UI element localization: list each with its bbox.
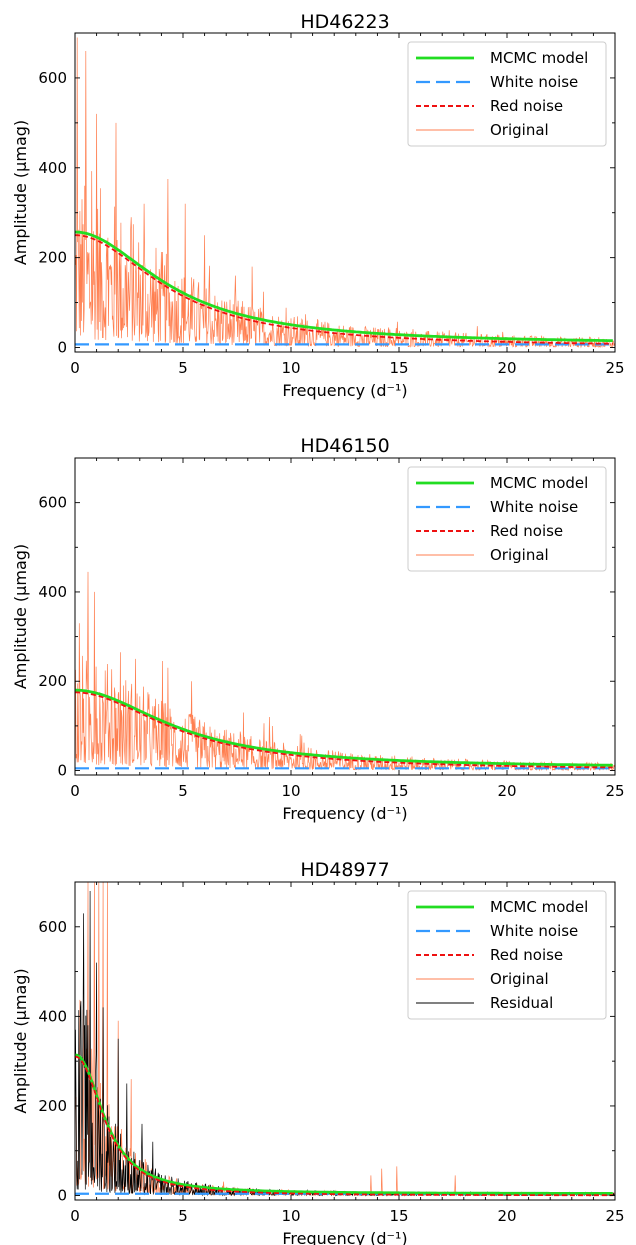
x-tick-label: 15 xyxy=(389,359,408,377)
x-tick-label: 15 xyxy=(389,1207,408,1225)
y-tick-label: 400 xyxy=(38,1007,67,1025)
x-tick-label: 0 xyxy=(70,782,80,800)
legend-label-residual: Residual xyxy=(490,994,553,1012)
x-tick-label: 20 xyxy=(497,1207,516,1225)
y-tick-label: 0 xyxy=(57,1187,67,1205)
chart-panel-3: HD48977 0 5 10 15 20 25 0 200 400 600 Frequency (d⁻… xyxy=(11,859,625,1245)
series-mcmc-model-line xyxy=(75,1053,613,1195)
y-tick-label: 400 xyxy=(38,583,67,601)
legend: MCMC model White noise Red noise Original Re… xyxy=(407,890,607,1020)
legend-label-white: White noise xyxy=(490,922,578,940)
x-tick-label: 10 xyxy=(281,782,300,800)
series-red-noise-line xyxy=(75,1055,613,1197)
legend-label-mcmc: MCMC model xyxy=(490,49,588,67)
legend-label-white: White noise xyxy=(490,73,578,91)
x-tick-label: 25 xyxy=(605,782,624,800)
x-tick-label: 25 xyxy=(605,359,624,377)
x-tick-label: 0 xyxy=(70,1207,80,1225)
x-tick-label: 25 xyxy=(605,1207,624,1225)
x-tick-label: 10 xyxy=(281,359,300,377)
plot-frame xyxy=(74,881,616,1201)
legend-box xyxy=(407,466,607,572)
x-tick-label: 10 xyxy=(281,1207,300,1225)
legend-label-white: White noise xyxy=(490,498,578,516)
legend-label-original: Original xyxy=(490,121,549,139)
y-axis-label: Amplitude (μmag) xyxy=(11,120,30,265)
x-axis-label: Frequency (d⁻¹) xyxy=(282,381,407,400)
legend-box xyxy=(407,41,607,147)
series-mcmc-model-line xyxy=(75,688,613,767)
x-axis-label: Frequency (d⁻¹) xyxy=(282,1229,407,1245)
x-tick-label: 20 xyxy=(497,359,516,377)
x-tick-label: 0 xyxy=(70,359,80,377)
y-tick-label: 200 xyxy=(38,1097,67,1115)
chart-title: HD48977 xyxy=(300,859,389,881)
y-tick-label: 0 xyxy=(57,762,67,780)
chart-title: HD46223 xyxy=(300,11,389,33)
y-tick-label: 0 xyxy=(57,339,67,357)
x-tick-label: 5 xyxy=(178,1207,188,1225)
y-axis-label: Amplitude (μmag) xyxy=(11,544,30,689)
x-axis-label: Frequency (d⁻¹) xyxy=(282,804,407,823)
legend-label-mcmc: MCMC model xyxy=(490,898,588,916)
legend-label-mcmc: MCMC model xyxy=(490,474,588,492)
y-tick-label: 600 xyxy=(38,918,67,936)
chart-panel-1: HD46223 0 5 10 15 20 25 0 200 400 600 Frequency (d⁻… xyxy=(11,11,625,400)
series-red-noise-line xyxy=(75,234,613,345)
legend: MCMC model White noise Red noise Original xyxy=(407,41,607,147)
plot-frame xyxy=(74,457,616,776)
legend: MCMC model White noise Red noise Original xyxy=(407,466,607,572)
y-axis-label: Amplitude (μmag) xyxy=(11,968,30,1113)
x-tick-label: 5 xyxy=(178,359,188,377)
y-tick-label: 200 xyxy=(38,672,67,690)
series-red-noise-line xyxy=(75,691,613,769)
legend-label-red: Red noise xyxy=(490,522,563,540)
legend-box xyxy=(407,890,607,1020)
legend-label-red: Red noise xyxy=(490,946,563,964)
plot-frame xyxy=(74,32,616,353)
y-tick-label: 200 xyxy=(38,249,67,267)
y-tick-label: 400 xyxy=(38,159,67,177)
x-tick-label: 15 xyxy=(389,782,408,800)
chart-panel-2: HD46150 0 5 10 15 20 25 0 200 400 600 Frequency (d⁻… xyxy=(11,435,625,823)
legend-label-original: Original xyxy=(490,970,549,988)
chart-title: HD46150 xyxy=(300,435,389,457)
legend-label-original: Original xyxy=(490,546,549,564)
x-tick-label: 5 xyxy=(178,782,188,800)
legend-label-red: Red noise xyxy=(490,97,563,115)
series-mcmc-model-line xyxy=(75,230,613,343)
y-tick-label: 600 xyxy=(38,494,67,512)
y-tick-label: 600 xyxy=(38,69,67,87)
x-tick-label: 20 xyxy=(497,782,516,800)
series-original-line xyxy=(75,571,615,772)
